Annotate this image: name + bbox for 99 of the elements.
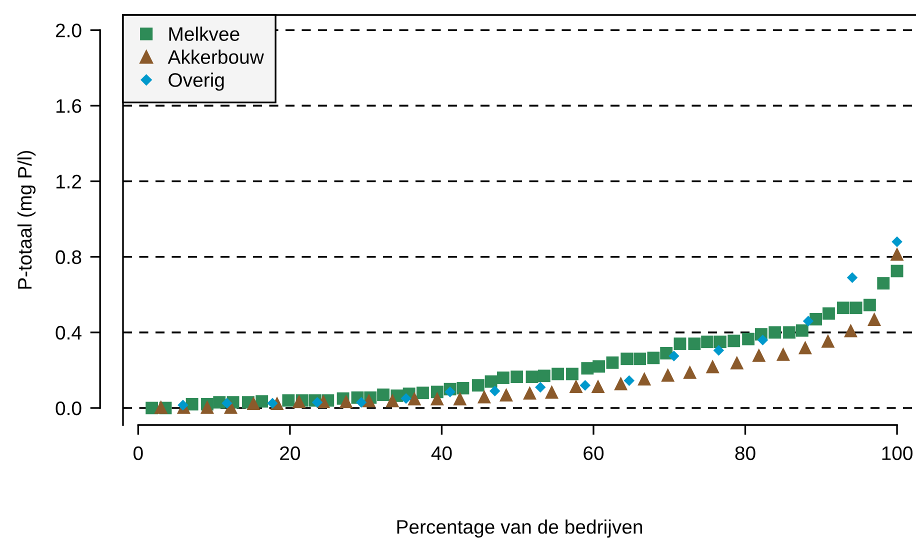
point <box>783 326 796 339</box>
point <box>472 379 484 392</box>
point <box>850 302 862 314</box>
point <box>877 277 890 290</box>
point <box>728 334 740 348</box>
point <box>844 324 858 338</box>
legend-label: Akkerbouw <box>168 50 264 64</box>
y-tick-label: 0.0 <box>56 401 82 416</box>
x-tick-label: 40 <box>431 446 452 460</box>
point <box>660 346 673 360</box>
point <box>624 375 635 386</box>
point <box>377 388 390 401</box>
legend-label: Melkvee <box>169 26 240 41</box>
legend-label: Overig <box>168 72 224 91</box>
x-tick-label: 100 <box>882 446 912 460</box>
point <box>484 375 498 388</box>
point <box>821 334 835 348</box>
point <box>634 352 646 366</box>
point <box>430 392 444 406</box>
point <box>714 336 726 348</box>
point <box>867 312 882 326</box>
y-tick-label: 2.0 <box>56 24 82 38</box>
x-tick-label: 20 <box>280 446 300 460</box>
x-tick-label: 0 <box>134 446 143 460</box>
point <box>592 360 606 373</box>
point <box>178 400 188 411</box>
point <box>892 236 902 248</box>
point <box>688 338 701 350</box>
point <box>312 396 323 408</box>
point <box>538 370 550 382</box>
point <box>776 347 790 361</box>
point <box>186 398 198 410</box>
point <box>620 352 634 366</box>
point <box>752 348 766 362</box>
point <box>701 336 714 348</box>
x-axis-title: Percentage van de bedrijven <box>397 520 642 538</box>
point <box>408 392 422 406</box>
point <box>569 380 583 394</box>
point <box>456 382 470 394</box>
point <box>890 264 904 278</box>
point <box>802 316 814 326</box>
point <box>706 360 720 374</box>
point <box>606 356 619 369</box>
point <box>730 356 744 370</box>
y-tick-label: 0.8 <box>56 250 82 264</box>
point <box>581 362 594 375</box>
point <box>647 352 660 364</box>
y-tick-label: 1.2 <box>56 174 82 188</box>
point <box>661 368 675 382</box>
point <box>339 394 353 408</box>
point <box>386 394 400 408</box>
point <box>362 394 376 408</box>
point <box>683 365 697 379</box>
point <box>674 338 686 350</box>
point <box>489 386 500 396</box>
x-tick-label: 60 <box>584 446 604 460</box>
point <box>416 386 429 400</box>
point <box>267 398 278 409</box>
point <box>256 395 268 408</box>
point <box>534 382 546 393</box>
point <box>742 332 755 346</box>
point <box>444 386 456 398</box>
point <box>796 324 808 337</box>
point <box>477 390 491 404</box>
point <box>566 368 578 380</box>
point <box>282 394 295 407</box>
point <box>890 247 904 261</box>
point <box>668 350 680 362</box>
point <box>400 393 412 404</box>
x-tick-label: 80 <box>735 446 756 460</box>
point <box>864 298 876 312</box>
point <box>453 392 467 406</box>
point <box>580 380 591 391</box>
point <box>713 344 724 356</box>
point <box>496 372 510 384</box>
point <box>200 400 214 414</box>
point <box>526 370 538 384</box>
point <box>292 394 306 408</box>
point <box>798 340 812 354</box>
y-axis-title: P-totaal (mg P/l) <box>17 150 36 289</box>
point <box>614 376 628 390</box>
point <box>154 400 168 414</box>
point <box>544 385 559 399</box>
point <box>522 386 537 400</box>
point <box>822 307 835 320</box>
point <box>638 372 652 386</box>
y-tick-label: 1.6 <box>56 99 82 113</box>
point <box>356 396 367 408</box>
point <box>591 380 605 394</box>
point <box>846 272 858 284</box>
point <box>222 398 232 409</box>
point <box>246 396 260 410</box>
point <box>510 370 524 384</box>
y-tick-label: 0.4 <box>56 326 82 340</box>
point <box>552 368 564 380</box>
point <box>757 334 768 346</box>
point <box>768 326 782 339</box>
point <box>499 388 513 402</box>
point <box>836 302 850 314</box>
